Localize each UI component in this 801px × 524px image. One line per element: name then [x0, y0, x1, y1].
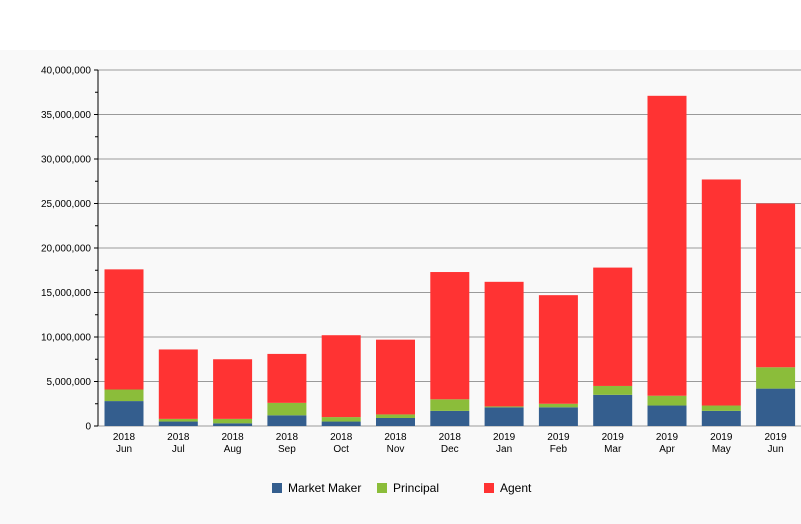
x-tick-label-year: 2019: [710, 432, 733, 443]
y-tick-label: 30,000,000: [41, 155, 91, 166]
bar-principal: [701, 405, 741, 411]
bar-market-maker: [376, 417, 415, 426]
y-tick-label: 10,000,000: [41, 333, 91, 344]
bar-agent: [213, 359, 253, 419]
bar-principal: [213, 418, 253, 424]
x-tick-label-month: Oct: [333, 444, 349, 455]
x-tick-label-month: Dec: [441, 444, 459, 455]
bar-market-maker: [430, 410, 470, 426]
x-tick-label-year: 2018: [221, 432, 244, 443]
bar-agent: [593, 267, 633, 386]
y-tick-label: 25,000,000: [41, 199, 91, 210]
legend-swatch: [272, 483, 282, 493]
x-tick-label-year: 2018: [276, 432, 299, 443]
bar-principal: [376, 414, 415, 418]
bar-market-maker: [647, 405, 687, 426]
x-tick-label-year: 2018: [113, 432, 136, 443]
bar-principal: [267, 402, 307, 416]
bar-market-maker: [321, 421, 361, 426]
x-tick-label-year: 2018: [330, 432, 353, 443]
bar-market-maker: [267, 415, 307, 426]
bar-agent: [376, 339, 415, 415]
legend-label: Principal: [393, 481, 439, 495]
x-tick-label-year: 2019: [764, 432, 787, 443]
y-tick-label: 40,000,000: [41, 66, 91, 77]
bar-agent: [104, 269, 144, 390]
x-tick-label-month: Nov: [387, 444, 405, 455]
bar-market-maker: [701, 410, 741, 426]
bar-agent: [430, 272, 470, 400]
axis-layer: 0 5,000,000 10,000,000 15,000,000 20,000,000…: [41, 66, 787, 456]
x-tick-label-year: 2018: [167, 432, 190, 443]
legend-swatch: [484, 483, 494, 493]
bar-principal: [104, 389, 144, 402]
legend-label: Market Maker: [288, 481, 361, 495]
bar-agent: [756, 203, 796, 368]
bar-market-maker: [484, 407, 524, 426]
y-tick-label: 5,000,000: [47, 377, 92, 388]
bar-agent: [538, 295, 578, 404]
bar-principal: [158, 418, 198, 422]
legend-swatch: [377, 483, 387, 493]
x-tick-label-month: Aug: [224, 444, 242, 455]
legend-label: Agent: [500, 481, 532, 495]
y-tick-label: 20,000,000: [41, 244, 91, 255]
x-tick-label-month: Mar: [604, 444, 622, 455]
bar-agent: [484, 281, 524, 407]
bar-principal: [430, 399, 470, 411]
y-tick-label: 0: [85, 422, 91, 433]
bar-market-maker: [104, 401, 144, 426]
bar-agent: [267, 353, 307, 403]
x-tick-label-month: Jun: [768, 444, 784, 455]
x-tick-label-year: 2019: [602, 432, 625, 443]
legend: Market Maker Principal Agent: [272, 481, 532, 495]
x-tick-label-month: Jul: [172, 444, 185, 455]
bar-principal: [538, 403, 578, 408]
x-tick-label-month: Jan: [496, 444, 512, 455]
bar-agent: [647, 95, 687, 396]
bar-principal: [647, 395, 687, 406]
bar-principal: [756, 367, 796, 389]
bar-agent: [321, 335, 361, 418]
x-tick-label-month: Apr: [659, 444, 675, 455]
bar-market-maker: [756, 388, 796, 426]
x-tick-label-month: Sep: [278, 444, 296, 455]
x-tick-label-year: 2019: [493, 432, 516, 443]
y-tick-label: 15,000,000: [41, 288, 91, 299]
x-tick-label-year: 2019: [547, 432, 570, 443]
x-tick-label-year: 2019: [656, 432, 679, 443]
bar-principal: [321, 417, 361, 422]
bar-market-maker: [158, 421, 198, 426]
bar-agent: [701, 179, 741, 406]
y-tick-label: 35,000,000: [41, 110, 91, 121]
bar-market-maker: [213, 423, 253, 426]
x-tick-label-month: May: [712, 444, 731, 455]
bar-principal: [484, 406, 524, 408]
bar-principal: [593, 385, 633, 395]
x-tick-label-year: 2018: [384, 432, 407, 443]
bars-layer: [104, 95, 796, 426]
bar-agent: [158, 349, 198, 419]
bar-market-maker: [538, 407, 578, 426]
x-tick-label-month: Jun: [116, 444, 132, 455]
x-tick-label-year: 2018: [439, 432, 462, 443]
bar-market-maker: [593, 394, 633, 426]
x-tick-label-month: Feb: [550, 444, 568, 455]
